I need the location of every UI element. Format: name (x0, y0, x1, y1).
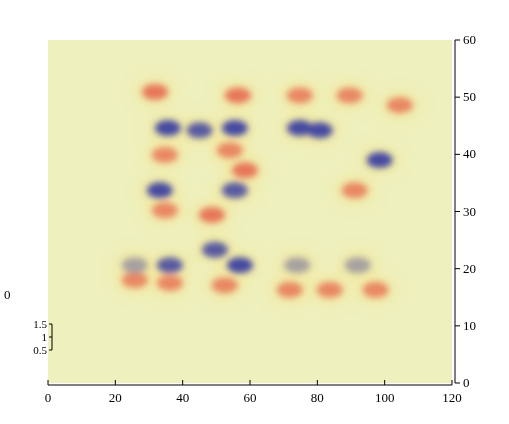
cell (147, 182, 173, 198)
cell (284, 257, 310, 273)
cell (363, 282, 389, 298)
halo (215, 176, 255, 204)
x-tick (452, 380, 453, 385)
halo (215, 114, 255, 142)
x-tick (317, 380, 318, 385)
halo (192, 201, 232, 229)
halo (220, 251, 260, 279)
x-tick-label: 120 (442, 390, 462, 405)
chart: 02040608010012001020304050600.511.50 (0, 0, 509, 424)
halo (277, 251, 317, 279)
y-tick (455, 40, 460, 41)
z-tick-label: 0.5 (33, 344, 47, 356)
cell (222, 182, 248, 198)
halo (218, 81, 258, 109)
x-tick (182, 380, 183, 385)
surface (48, 40, 452, 383)
y-tick-label: 0 (463, 375, 470, 390)
halo (356, 276, 396, 304)
halo (280, 81, 320, 109)
x-tick-label: 100 (375, 390, 395, 405)
x-tick-label: 40 (176, 390, 189, 405)
halo (310, 276, 350, 304)
y-tick-label: 20 (463, 261, 476, 276)
x-tick (115, 380, 116, 385)
y-tick-label: 50 (463, 89, 476, 104)
cell (122, 272, 148, 288)
halo (140, 176, 180, 204)
z-tick-label: 1.5 (33, 318, 47, 330)
cell (142, 84, 168, 100)
cell (212, 277, 238, 293)
cell (157, 257, 183, 273)
x-tick-label: 20 (109, 390, 122, 405)
cell (317, 282, 343, 298)
cell (122, 257, 148, 273)
cell (225, 87, 251, 103)
x-tick-label: 80 (311, 390, 324, 405)
cell (342, 182, 368, 198)
y-tick (455, 97, 460, 98)
y-tick-label: 30 (463, 204, 476, 219)
x-tick (384, 380, 385, 385)
cell (345, 257, 371, 273)
x-tick (250, 380, 251, 385)
cell (157, 275, 183, 291)
y-tick (455, 383, 460, 384)
halo (330, 81, 370, 109)
cell (307, 122, 333, 138)
z-tick (49, 350, 52, 351)
cell (155, 120, 181, 136)
cell (152, 202, 178, 218)
halo (145, 141, 185, 169)
cell (387, 97, 413, 113)
cell (199, 207, 225, 223)
z-tick (49, 324, 52, 325)
cell (367, 152, 393, 168)
z-tick-label: 1 (42, 331, 48, 343)
cell (202, 242, 228, 258)
halo (335, 176, 375, 204)
halo (135, 78, 175, 106)
cell (287, 87, 313, 103)
y-tick-label: 10 (463, 318, 476, 333)
halo (180, 116, 220, 144)
z-tick (49, 337, 52, 338)
annotation: 0 (4, 287, 11, 302)
halo (360, 146, 400, 174)
y-tick (455, 211, 460, 212)
y-tick-label: 60 (463, 32, 476, 47)
halo (338, 251, 378, 279)
cell (227, 257, 253, 273)
cell (337, 87, 363, 103)
cell (217, 142, 243, 158)
halo (270, 276, 310, 304)
cell (222, 120, 248, 136)
y-tick (455, 268, 460, 269)
halo (380, 91, 420, 119)
y-tick (455, 154, 460, 155)
x-tick (48, 380, 49, 385)
cell (277, 282, 303, 298)
y-tick (455, 325, 460, 326)
cell (187, 122, 213, 138)
cell (232, 162, 258, 178)
x-tick-label: 60 (244, 390, 257, 405)
cell (152, 147, 178, 163)
y-tick-label: 40 (463, 146, 476, 161)
x-tick-label: 0 (45, 390, 52, 405)
